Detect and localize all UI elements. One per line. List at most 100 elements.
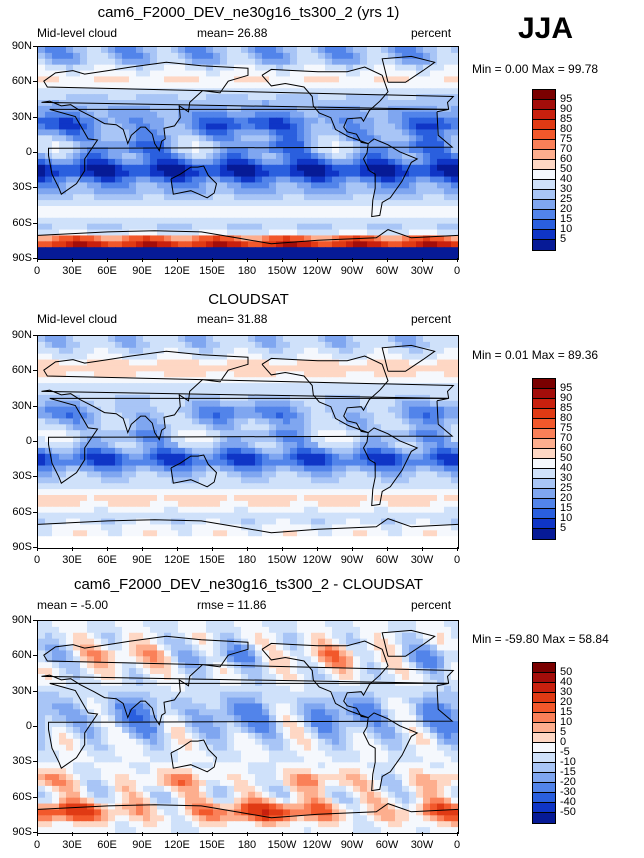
field-cell (150, 471, 158, 478)
field-cell (381, 656, 389, 663)
field-cell (241, 489, 249, 496)
field-cell (101, 542, 109, 548)
field-cell (157, 64, 165, 72)
field-cell (241, 211, 249, 219)
field-cell (388, 430, 396, 437)
field-cell (150, 353, 158, 361)
field-cell (80, 194, 88, 201)
field-cell (332, 47, 340, 54)
field-cell (129, 347, 137, 355)
field-cell (311, 483, 319, 490)
field-cell (213, 111, 221, 119)
field-cell (129, 176, 137, 184)
field-cell (136, 506, 144, 514)
field-cell (416, 70, 424, 78)
field-cell (325, 632, 333, 640)
field-cell (66, 347, 74, 355)
field-cell (73, 88, 81, 95)
field-cell (290, 153, 298, 160)
field-cell (52, 518, 60, 526)
field-cell (374, 347, 382, 355)
field-cell (451, 530, 458, 537)
field-cell (381, 123, 389, 131)
field-cell (437, 506, 445, 514)
field-cell (129, 117, 137, 125)
field-cell (234, 211, 242, 219)
field-cell (248, 94, 256, 101)
field-cell (157, 164, 165, 172)
field-cell (409, 495, 417, 502)
field-cell (353, 447, 361, 455)
field-cell (437, 359, 445, 367)
field-cell (171, 47, 179, 54)
field-cell (367, 626, 375, 634)
field-cell (80, 336, 88, 343)
field-cell (409, 164, 417, 172)
field-cell (199, 58, 207, 66)
field-cell (395, 506, 403, 514)
field-cell (206, 365, 214, 372)
field-cell (360, 247, 368, 254)
field-cell (311, 495, 319, 502)
field-cell (269, 632, 277, 640)
field-cell (150, 542, 158, 548)
field-cell (395, 400, 403, 408)
field-cell (122, 530, 130, 537)
field-cell (94, 217, 102, 225)
field-cell (136, 442, 144, 449)
field-cell (409, 70, 417, 78)
field-cell (73, 524, 81, 531)
field-cell (101, 111, 109, 119)
field-cell (241, 436, 249, 443)
field-cell (178, 406, 186, 414)
field-cell (276, 424, 284, 431)
field-cell (171, 94, 179, 101)
field-cell (66, 123, 74, 131)
field-cell (423, 158, 431, 166)
field-cell (262, 164, 270, 172)
field-cell (318, 76, 326, 83)
field-cell (185, 406, 193, 414)
field-cell (227, 471, 235, 478)
lat-tick-label: 30S (12, 181, 32, 194)
field-cell (381, 424, 389, 431)
field-cell (437, 383, 445, 390)
field-cell (171, 176, 179, 184)
field-cell (402, 336, 410, 343)
field-cell (136, 412, 144, 420)
field-cell (66, 223, 74, 231)
field-cell (94, 94, 102, 101)
field-cell (241, 542, 249, 548)
field-cell (276, 229, 284, 237)
lat-tick-label: 30N (11, 110, 32, 123)
field-cell (206, 229, 214, 237)
field-cell (374, 94, 382, 101)
field-cell (269, 347, 277, 355)
field-cell (255, 82, 263, 89)
field-cell (66, 483, 74, 490)
field-cell (325, 530, 333, 537)
panel-title: CLOUDSAT (208, 291, 289, 308)
field-cell (402, 621, 410, 628)
field-cell (353, 229, 361, 237)
field-cell (108, 383, 116, 390)
coastline (38, 229, 458, 245)
field-cell (374, 412, 382, 420)
field-cell (52, 442, 60, 449)
field-cell (157, 347, 165, 355)
field-cell (416, 229, 424, 237)
field-cell (437, 170, 445, 178)
field-cell (157, 371, 165, 378)
field-cell (416, 406, 424, 414)
field-cell (206, 176, 214, 184)
field-cell (353, 247, 361, 254)
field-cell (45, 524, 53, 531)
field-cell (171, 656, 179, 663)
field-cell (402, 453, 410, 461)
colorbar (532, 378, 556, 540)
colorbar-swatch (533, 469, 555, 479)
field-cell (409, 424, 417, 431)
field-cell (220, 506, 228, 514)
field-cell (234, 442, 242, 449)
field-cell (395, 247, 403, 254)
